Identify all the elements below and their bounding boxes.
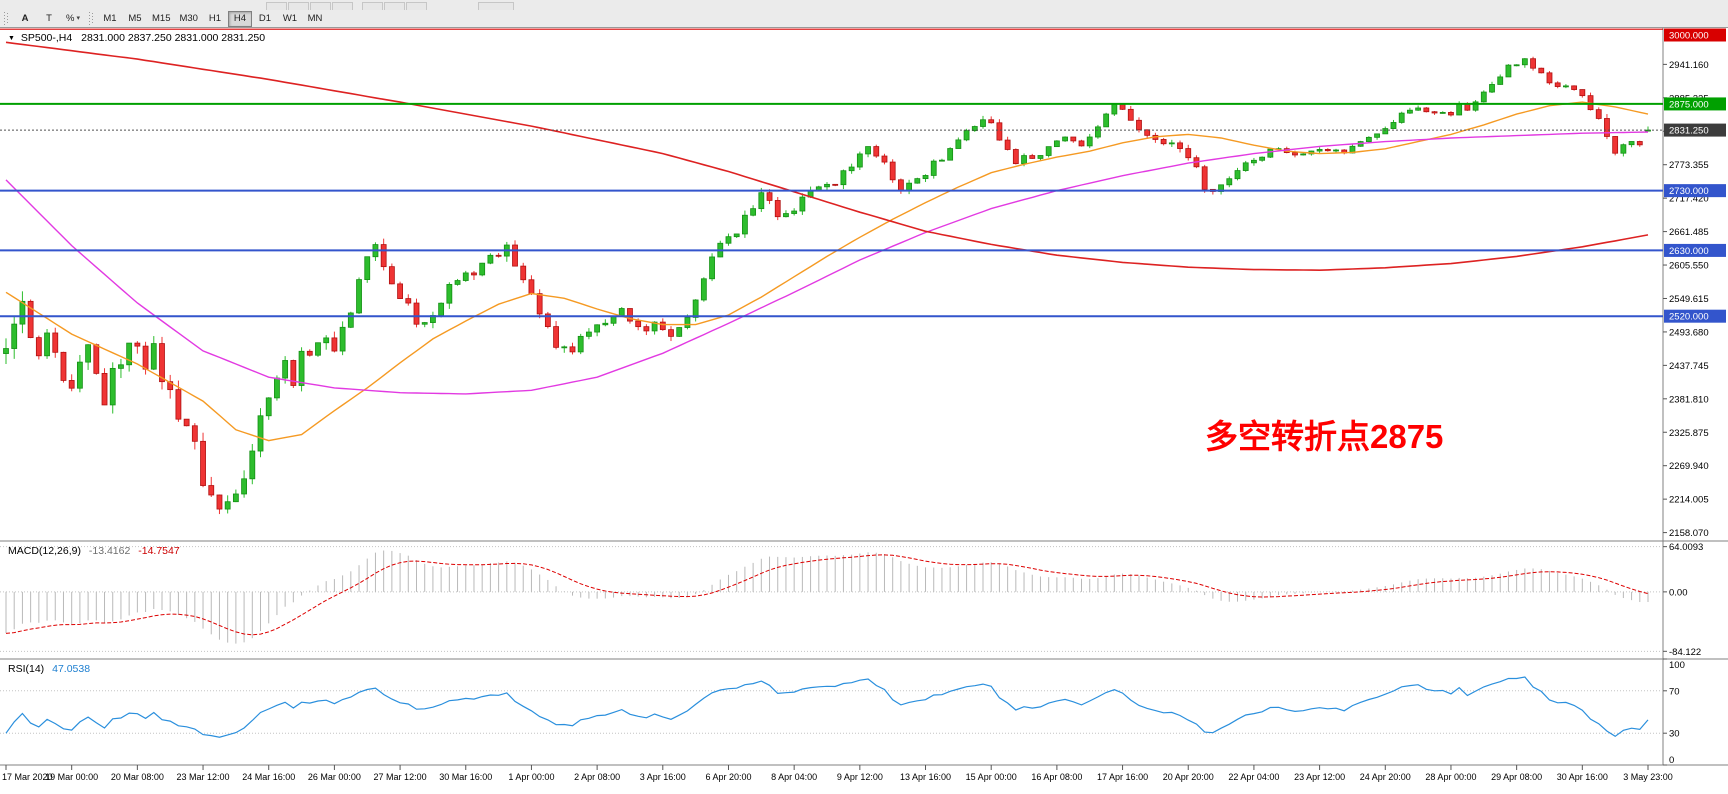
timeframe-button-m30[interactable]: M30 (175, 11, 201, 27)
toolbar-grip-icon[interactable] (89, 12, 94, 25)
svg-text:16 Apr 08:00: 16 Apr 08:00 (1031, 772, 1082, 782)
toolbar-grip-icon[interactable] (4, 12, 9, 25)
svg-text:9 Apr 12:00: 9 Apr 12:00 (837, 772, 883, 782)
timeframe-button-m1[interactable]: M1 (98, 11, 122, 27)
svg-text:24 Mar 16:00: 24 Mar 16:00 (242, 772, 295, 782)
main-chart-area[interactable] (0, 28, 1663, 541)
svg-text:6 Apr 20:00: 6 Apr 20:00 (705, 772, 751, 782)
svg-text:30 Mar 16:00: 30 Mar 16:00 (439, 772, 492, 782)
svg-text:2214.005: 2214.005 (1669, 495, 1709, 506)
svg-text:17 Mar 2020: 17 Mar 2020 (2, 772, 53, 782)
timeframe-button-w1[interactable]: W1 (278, 11, 302, 27)
clipped-toolbar-row (0, 0, 1728, 11)
svg-text:26 Mar 00:00: 26 Mar 00:00 (308, 772, 361, 782)
svg-text:2875.000: 2875.000 (1669, 99, 1709, 110)
chart-style-button[interactable]: % ▾ (61, 11, 85, 27)
time-axis[interactable] (0, 765, 1728, 794)
svg-text:2269.940: 2269.940 (1669, 461, 1709, 472)
timeframe-button-mn[interactable]: MN (303, 11, 327, 27)
svg-text:22 Apr 04:00: 22 Apr 04:00 (1228, 772, 1279, 782)
rsi-indicator-pane[interactable] (0, 659, 1663, 765)
clipped-toolbar-icon (288, 2, 309, 11)
timeframe-button-h4[interactable]: H4 (227, 10, 252, 27)
svg-text:2 Apr 08:00: 2 Apr 08:00 (574, 772, 620, 782)
svg-text:2661.485: 2661.485 (1669, 227, 1709, 238)
svg-text:13 Apr 16:00: 13 Apr 16:00 (900, 772, 951, 782)
svg-text:2831.250: 2831.250 (1669, 126, 1709, 137)
text-tool-button[interactable]: T (37, 11, 61, 27)
svg-text:2941.160: 2941.160 (1669, 60, 1709, 71)
clipped-toolbar-icon (362, 2, 383, 11)
timeframe-button-h1[interactable]: H1 (203, 11, 227, 27)
svg-text:23 Mar 12:00: 23 Mar 12:00 (177, 772, 230, 782)
svg-text:19 Mar 00:00: 19 Mar 00:00 (45, 772, 98, 782)
svg-text:27 Mar 12:00: 27 Mar 12:00 (374, 772, 427, 782)
price-axis[interactable] (1663, 28, 1728, 765)
svg-text:24 Apr 20:00: 24 Apr 20:00 (1360, 772, 1411, 782)
clipped-toolbar-icon (266, 2, 287, 11)
timeframe-button-m15[interactable]: M15 (148, 11, 174, 27)
svg-text:28 Apr 00:00: 28 Apr 00:00 (1425, 772, 1476, 782)
macd-indicator-pane[interactable] (0, 541, 1663, 659)
svg-text:2549.615: 2549.615 (1669, 294, 1709, 305)
svg-text:2158.070: 2158.070 (1669, 528, 1709, 539)
svg-text:2381.810: 2381.810 (1669, 394, 1709, 405)
svg-text:64.0093: 64.0093 (1669, 542, 1703, 553)
svg-text:20 Apr 20:00: 20 Apr 20:00 (1163, 772, 1214, 782)
svg-text:2325.875: 2325.875 (1669, 428, 1709, 439)
svg-text:2520.000: 2520.000 (1669, 312, 1709, 323)
svg-text:0: 0 (1669, 755, 1674, 766)
svg-text:30: 30 (1669, 729, 1680, 740)
toolbar: A T % ▾ M1 M5 M15 M30 H1 H4 D1 W1 MN (0, 10, 1728, 28)
svg-text:1 Apr 00:00: 1 Apr 00:00 (508, 772, 554, 782)
svg-text:2437.745: 2437.745 (1669, 361, 1709, 372)
svg-text:15 Apr 00:00: 15 Apr 00:00 (966, 772, 1017, 782)
chevron-down-icon: ▾ (76, 14, 80, 22)
timeframe-toolbar: M1 M5 M15 M30 H1 H4 D1 W1 MN (98, 10, 327, 27)
svg-text:8 Apr 04:00: 8 Apr 04:00 (771, 772, 817, 782)
svg-text:70: 70 (1669, 686, 1680, 697)
svg-text:-84.122: -84.122 (1669, 647, 1701, 658)
svg-text:2605.550: 2605.550 (1669, 261, 1709, 272)
svg-text:2730.000: 2730.000 (1669, 186, 1709, 197)
timeframe-button-m5[interactable]: M5 (123, 11, 147, 27)
timeframe-button-d1[interactable]: D1 (253, 11, 277, 27)
svg-text:30 Apr 16:00: 30 Apr 16:00 (1557, 772, 1608, 782)
clipped-toolbar-icon (406, 2, 427, 11)
svg-text:3 Apr 16:00: 3 Apr 16:00 (640, 772, 686, 782)
svg-text:2493.680: 2493.680 (1669, 327, 1709, 338)
clipped-toolbar-icon (310, 2, 331, 11)
svg-text:2717.420: 2717.420 (1669, 194, 1709, 205)
svg-text:3000.000: 3000.000 (1669, 31, 1709, 42)
svg-text:2630.000: 2630.000 (1669, 246, 1709, 257)
percent-style-icon: % (66, 12, 75, 24)
svg-text:100: 100 (1669, 660, 1685, 671)
svg-text:2773.355: 2773.355 (1669, 160, 1709, 171)
svg-text:17 Apr 16:00: 17 Apr 16:00 (1097, 772, 1148, 782)
svg-text:3 May 23:00: 3 May 23:00 (1623, 772, 1673, 782)
font-tool-button[interactable]: A (13, 11, 37, 27)
svg-text:0.00: 0.00 (1669, 587, 1688, 598)
clipped-toolbar-icon (384, 2, 405, 11)
clipped-toolbar-icon (332, 2, 353, 11)
clipped-toolbar-icon (478, 2, 514, 11)
svg-text:23 Apr 12:00: 23 Apr 12:00 (1294, 772, 1345, 782)
svg-text:20 Mar 08:00: 20 Mar 08:00 (111, 772, 164, 782)
svg-text:29 Apr 08:00: 29 Apr 08:00 (1491, 772, 1542, 782)
